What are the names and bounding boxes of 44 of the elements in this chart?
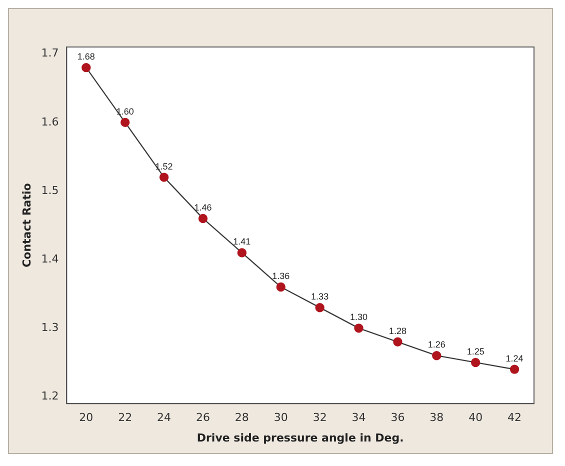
x-axis-title: Drive side pressure angle in Deg. — [196, 431, 404, 444]
x-tick-label: 30 — [274, 411, 288, 424]
y-axis-title: Contact Ratio — [20, 182, 34, 268]
data-label: 1.24 — [506, 353, 524, 364]
x-tick-label: 42 — [508, 411, 522, 424]
y-tick-label: 1.6 — [41, 115, 59, 128]
data-label: 1.52 — [155, 161, 173, 172]
x-tick-label: 22 — [118, 411, 132, 424]
data-label: 1.60 — [116, 106, 134, 116]
data-label: 1.28 — [388, 326, 406, 336]
x-tick-label: 38 — [430, 411, 444, 424]
x-tick-label: 34 — [352, 411, 366, 424]
point — [198, 214, 208, 224]
data-label: 1.25 — [466, 346, 484, 356]
data-label: 1.68 — [77, 52, 95, 62]
point — [510, 364, 520, 374]
point — [393, 337, 402, 346]
y-tick-label: 1.5 — [41, 184, 59, 197]
point — [82, 62, 91, 72]
point — [470, 358, 480, 368]
y-tick-label: 1.4 — [41, 252, 59, 266]
x-tick-label: 32 — [312, 411, 327, 424]
y-tick-label: 1.2 — [41, 390, 59, 403]
x-tick-label: 36 — [390, 411, 405, 424]
point — [315, 302, 324, 312]
x-tick-label: 28 — [234, 411, 249, 424]
y-tick-label: 1.7 — [41, 46, 59, 60]
data-label: 1.46 — [194, 202, 212, 212]
data-label: 1.30 — [350, 312, 368, 322]
point — [120, 118, 130, 128]
point — [276, 282, 286, 292]
point — [432, 350, 442, 360]
point — [354, 324, 364, 333]
data-label: 1.36 — [272, 271, 290, 282]
y-tick-label: 1.3 — [41, 321, 59, 334]
x-tick-label: 40 — [468, 411, 483, 424]
point — [159, 172, 169, 182]
point — [237, 248, 247, 258]
x-tick-label: 26 — [196, 411, 210, 424]
data-label: 1.33 — [311, 292, 329, 302]
x-tick-label: 20 — [79, 411, 94, 424]
x-tick-label: 24 — [157, 411, 172, 424]
data-label: 1.26 — [428, 340, 446, 350]
data-label: 1.41 — [233, 236, 251, 247]
